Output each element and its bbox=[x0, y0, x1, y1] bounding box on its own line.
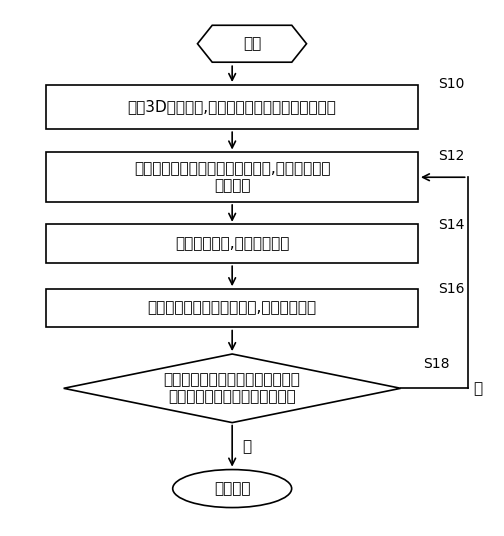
Text: S10: S10 bbox=[438, 77, 464, 91]
Polygon shape bbox=[198, 25, 306, 62]
Text: 是: 是 bbox=[242, 439, 251, 454]
Text: 调整锁芯位置,定义接触关系: 调整锁芯位置,定义接触关系 bbox=[175, 236, 289, 251]
Bar bbox=[46, 152, 418, 202]
Text: 为分离的几何模型建立有限元模型,赋予合理的材
料及属性: 为分离的几何模型建立有限元模型,赋予合理的材 料及属性 bbox=[134, 161, 331, 193]
Text: S12: S12 bbox=[438, 149, 464, 163]
Bar bbox=[46, 225, 418, 263]
Text: S16: S16 bbox=[438, 282, 464, 296]
Text: S14: S14 bbox=[438, 218, 464, 232]
Text: 开始: 开始 bbox=[243, 36, 261, 51]
Text: 完成建模: 完成建模 bbox=[214, 481, 250, 496]
Text: 导入3D几何模型,分离出简化的锁止机构几何模型: 导入3D几何模型,分离出简化的锁止机构几何模型 bbox=[128, 100, 337, 115]
Polygon shape bbox=[64, 354, 401, 422]
Ellipse shape bbox=[173, 470, 292, 508]
Text: 否: 否 bbox=[473, 381, 482, 396]
Bar bbox=[46, 85, 418, 130]
Text: 建立运动学连接及弹性元件,调整预紧载荷: 建立运动学连接及弹性元件,调整预紧载荷 bbox=[148, 301, 317, 316]
Text: S18: S18 bbox=[423, 357, 450, 371]
Text: 定义测试工况计算，校核锁止机构
是否正常锁止，能量是否平衡？: 定义测试工况计算，校核锁止机构 是否正常锁止，能量是否平衡？ bbox=[164, 372, 300, 405]
Bar bbox=[46, 289, 418, 327]
